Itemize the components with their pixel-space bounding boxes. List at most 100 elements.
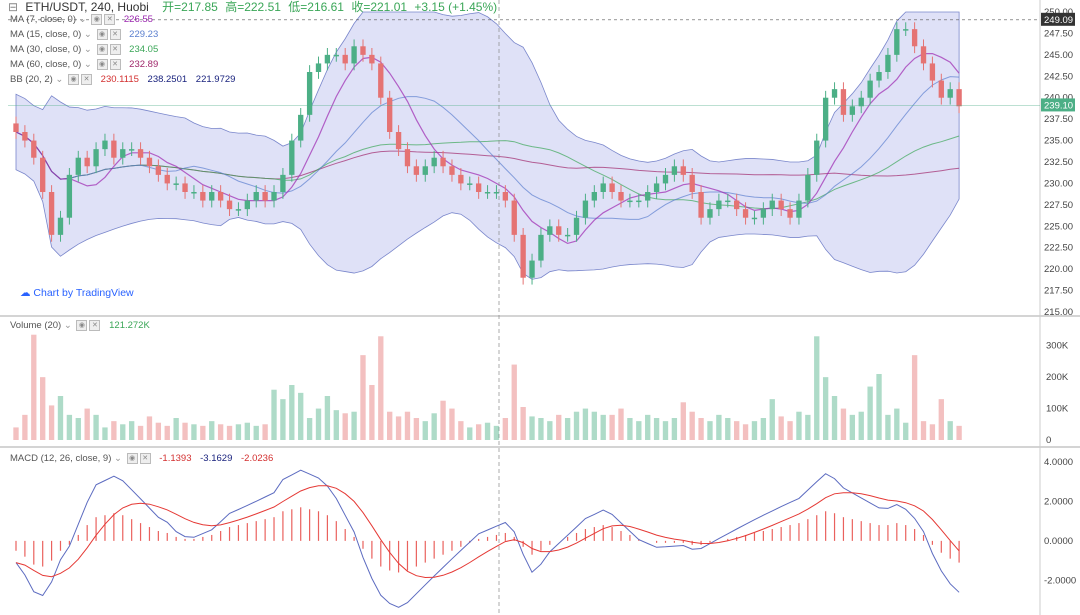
candle-body	[520, 234, 526, 278]
volume-bar	[422, 421, 428, 440]
volume-bar	[920, 421, 927, 440]
close-icon[interactable]: ✕	[81, 74, 93, 85]
candle-body	[191, 192, 197, 194]
ma60-legend[interactable]: MA (60, close, 0) ⌄ ◉ ✕ 232.89	[10, 59, 159, 71]
volume-bar	[360, 355, 366, 440]
close-icon[interactable]: ✕	[109, 29, 121, 40]
candle-body	[698, 192, 704, 218]
volume-bar	[903, 422, 909, 440]
volume-bar	[84, 408, 90, 440]
ma30-legend[interactable]: MA (30, close, 0) ⌄ ◉ ✕ 234.05	[10, 44, 159, 56]
price-tick-label: 217.50	[1044, 286, 1073, 297]
tradingview-watermark[interactable]: ☁ Chart by TradingView	[20, 287, 134, 299]
candle-body	[200, 192, 206, 201]
volume-bar	[449, 408, 455, 440]
eye-icon[interactable]: ◉	[76, 320, 88, 331]
volume-bar	[831, 396, 838, 440]
macd-legend[interactable]: MACD (12, 26, close, 9) ⌄ ◉ ✕ -1.1393 -3.…	[10, 453, 274, 465]
ma7-label: MA (7, close, 0)	[10, 14, 76, 26]
volume-bar	[742, 424, 749, 440]
candle-body	[920, 46, 927, 64]
candle-body	[333, 54, 339, 57]
volume-bar	[751, 421, 758, 440]
volume-bar	[582, 408, 589, 440]
candle-body	[93, 149, 99, 167]
volume-bar	[671, 418, 678, 440]
volume-bar	[137, 425, 144, 440]
candle-body	[84, 157, 90, 167]
volume-bar	[627, 418, 633, 440]
candle-body	[929, 63, 936, 81]
volume-bar	[467, 427, 473, 440]
volume-bar	[956, 425, 962, 440]
candle-body	[840, 89, 847, 115]
price-tick-label: 250.00	[1044, 7, 1073, 18]
eye-icon[interactable]: ◉	[68, 74, 80, 85]
candle-body	[547, 226, 553, 235]
eye-icon[interactable]: ◉	[126, 453, 138, 464]
volume-bar	[200, 425, 206, 440]
volume-bar	[324, 396, 331, 440]
volume-tick-label: 0	[1046, 435, 1051, 446]
candle-body	[413, 166, 420, 175]
candle-body	[938, 80, 944, 98]
eye-icon[interactable]: ◉	[96, 29, 108, 40]
volume-bar	[120, 424, 126, 440]
candle-body	[298, 114, 304, 141]
eye-icon[interactable]: ◉	[91, 14, 103, 25]
volume-bar	[805, 414, 811, 440]
candle-body	[653, 183, 660, 192]
volume-bar	[493, 425, 500, 440]
close-icon[interactable]: ✕	[109, 59, 121, 70]
macd-label: MACD (12, 26, close, 9)	[10, 453, 112, 465]
volume-bar	[458, 421, 464, 440]
candle-body	[831, 89, 838, 98]
candle-body	[137, 149, 144, 158]
ma7-legend[interactable]: MA (7, close, 0) ⌄ ◉ ✕ 226.55	[10, 14, 153, 26]
volume-bar	[57, 396, 64, 440]
candle-body	[262, 192, 268, 201]
symbol-header: ⊟ ETH/USDT, 240, Huobi 开=217.85 高=222.51…	[8, 0, 501, 15]
bb-lower-value: 221.9729	[195, 74, 236, 86]
candle-body	[289, 140, 295, 175]
close-icon[interactable]: ✕	[104, 14, 116, 25]
candle-body	[315, 63, 322, 72]
candle-body	[146, 157, 153, 167]
eye-icon[interactable]: ◉	[96, 59, 108, 70]
close-icon[interactable]: ✕	[89, 320, 101, 331]
candle-body	[707, 209, 713, 218]
ma7-line	[15, 53, 960, 245]
candle-body	[760, 209, 767, 218]
volume-bar	[680, 402, 686, 440]
macd-line-value: -3.1629	[200, 453, 233, 465]
symbol-label[interactable]: ETH/USDT, 240, Huobi	[25, 0, 149, 14]
ma60-value: 232.89	[129, 59, 159, 71]
candle-body	[876, 72, 882, 81]
change-value: +3.15 (+1.45%)	[414, 0, 498, 14]
candle-body	[529, 260, 535, 278]
candle-body	[128, 149, 135, 151]
macd-tick-label: -2.0000	[1044, 575, 1076, 586]
volume-bar	[102, 427, 108, 440]
volume-bar	[573, 411, 580, 440]
candle-body	[155, 166, 162, 175]
collapse-icon[interactable]: ⊟	[8, 0, 19, 14]
volume-bar	[209, 421, 215, 440]
open-value: 开=217.85	[162, 0, 218, 14]
volume-bar	[271, 389, 277, 440]
volume-legend[interactable]: Volume (20) ⌄ ◉ ✕ 121.272K	[10, 320, 150, 332]
volume-bar	[876, 374, 882, 440]
volume-bar	[191, 424, 197, 440]
close-icon[interactable]: ✕	[109, 44, 121, 55]
candle-body	[48, 192, 55, 235]
ma15-value: 229.23	[129, 29, 159, 41]
close-icon[interactable]: ✕	[139, 453, 151, 464]
bb-legend[interactable]: BB (20, 2) ⌄ ◉ ✕ 230.1115 238.2501 221.97…	[10, 74, 236, 86]
candle-body	[66, 174, 73, 218]
ma15-legend[interactable]: MA (15, close, 0) ⌄ ◉ ✕ 229.23	[10, 29, 159, 41]
volume-bar	[226, 425, 233, 440]
ma30-value: 234.05	[129, 44, 159, 56]
eye-icon[interactable]: ◉	[96, 44, 108, 55]
macd-tick-label: 4.0000	[1044, 457, 1073, 468]
